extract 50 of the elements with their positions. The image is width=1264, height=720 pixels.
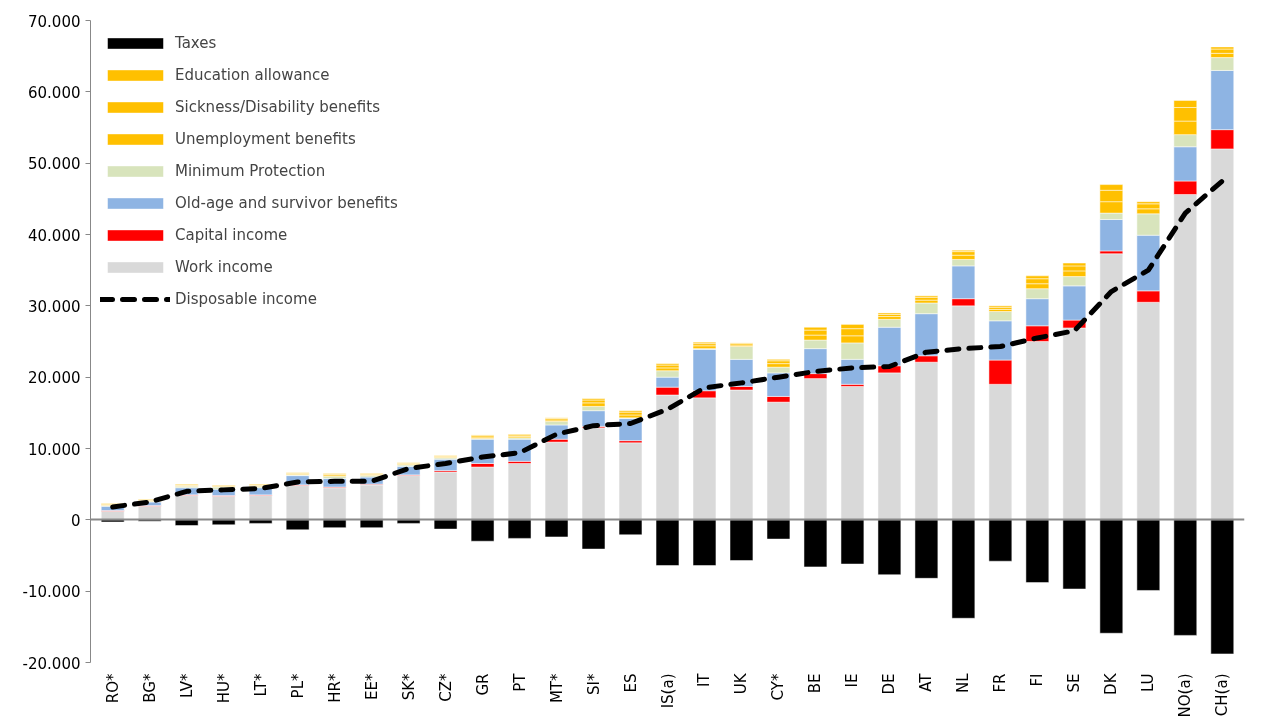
legend-label: Minimum Protection bbox=[175, 161, 326, 182]
x-tick-label: PT bbox=[510, 672, 529, 692]
x-tick-label: RO* bbox=[103, 673, 122, 704]
legend-label: Unemployment benefits bbox=[175, 129, 356, 150]
x-tick-label: NL bbox=[954, 672, 973, 694]
y-tick-label: 20.000 bbox=[28, 369, 81, 388]
x-tick-label: CZ* bbox=[436, 673, 455, 702]
legend-label: Taxes bbox=[175, 33, 217, 54]
x-tick-label: FI bbox=[1028, 673, 1047, 687]
x-tick-label: SK* bbox=[399, 673, 418, 701]
legend-label: Disposable income bbox=[175, 289, 317, 310]
y-tick-label: 10.000 bbox=[28, 440, 81, 459]
x-tick-label: LU bbox=[1139, 673, 1158, 693]
y-tick-label: -20.000 bbox=[22, 654, 81, 673]
x-tick-label: DE bbox=[880, 673, 899, 695]
x-tick-label: NO(a) bbox=[1176, 673, 1195, 718]
x-tick-label: MT* bbox=[547, 673, 566, 704]
legend-label: Sickness/Disability benefits bbox=[175, 97, 380, 118]
x-tick-label: FR bbox=[991, 673, 1010, 693]
y-tick-label: 50.000 bbox=[28, 155, 81, 174]
x-tick-label: HR* bbox=[325, 673, 344, 703]
x-tick-label: LT* bbox=[251, 673, 270, 697]
x-tick-label: AT bbox=[917, 672, 936, 692]
x-tick-label: DK bbox=[1102, 672, 1121, 695]
x-tick-label: SI* bbox=[584, 673, 603, 695]
x-tick-label: HU* bbox=[214, 673, 233, 704]
legend-label: Capital income bbox=[175, 225, 288, 246]
x-tick-label: CY* bbox=[769, 673, 788, 701]
y-tick-label: 60.000 bbox=[28, 83, 81, 102]
y-tick-label: 30.000 bbox=[28, 297, 81, 316]
x-tick-label: EE* bbox=[362, 673, 381, 700]
x-tick-label: BE bbox=[806, 673, 825, 694]
legend-label: Education allowance bbox=[175, 65, 330, 86]
x-tick-label: IT bbox=[695, 672, 714, 688]
x-tick-label: UK bbox=[732, 672, 751, 695]
x-tick-label: IE bbox=[843, 673, 862, 688]
legend-label: Work income bbox=[175, 257, 273, 278]
x-tick-label: SE bbox=[1065, 673, 1084, 693]
x-tick-label: PL* bbox=[288, 673, 307, 699]
y-tick-label: 0 bbox=[70, 511, 81, 530]
x-tick-label: IS(a) bbox=[658, 673, 677, 709]
x-tick-label: LV* bbox=[177, 673, 196, 698]
x-tick-label: CH(a) bbox=[1213, 673, 1232, 717]
legend-label: Old-age and survivor benefits bbox=[175, 193, 398, 214]
y-tick-label: -10.000 bbox=[22, 583, 81, 602]
y-tick-label: 70.000 bbox=[28, 12, 81, 31]
x-tick-label: ES bbox=[621, 673, 640, 693]
y-tick-label: 40.000 bbox=[28, 226, 81, 245]
x-tick-label: BG* bbox=[140, 673, 159, 703]
x-tick-label: GR bbox=[473, 673, 492, 696]
